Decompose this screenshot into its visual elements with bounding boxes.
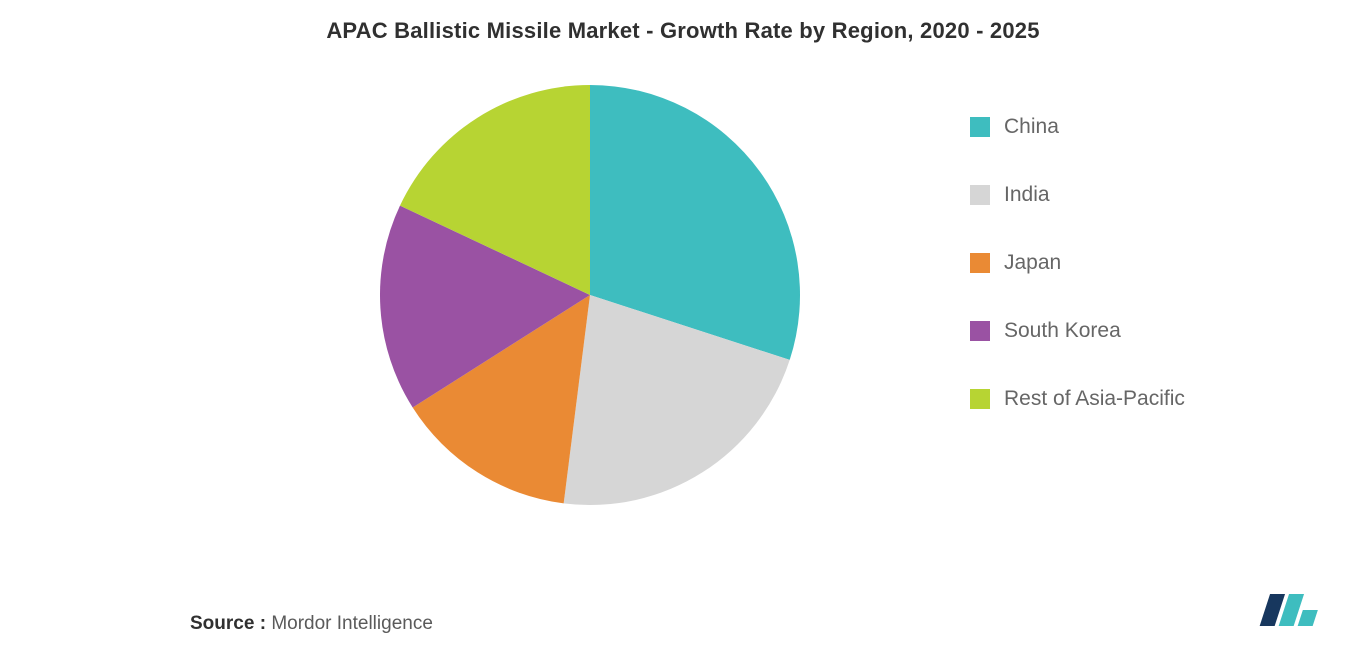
legend-swatch bbox=[970, 117, 990, 137]
legend-item: Japan bbox=[970, 251, 1185, 275]
source-citation: Source : Mordor Intelligence bbox=[190, 613, 433, 635]
source-label: Source : bbox=[190, 613, 266, 634]
legend-item: South Korea bbox=[970, 319, 1185, 343]
chart-title: APAC Ballistic Missile Market - Growth R… bbox=[0, 0, 1366, 44]
legend-label: South Korea bbox=[1004, 319, 1121, 343]
legend-item: China bbox=[970, 115, 1185, 139]
legend-label: Rest of Asia-Pacific bbox=[1004, 387, 1185, 411]
source-value: Mordor Intelligence bbox=[271, 613, 433, 634]
legend-swatch bbox=[970, 185, 990, 205]
pie-chart bbox=[380, 85, 800, 510]
legend-swatch bbox=[970, 389, 990, 409]
legend-item: India bbox=[970, 183, 1185, 207]
legend-item: Rest of Asia-Pacific bbox=[970, 387, 1185, 411]
legend-label: Japan bbox=[1004, 251, 1061, 275]
legend-swatch bbox=[970, 253, 990, 273]
chart-area: China India Japan South Korea Rest of Asia-P… bbox=[0, 55, 1366, 585]
legend-label: China bbox=[1004, 115, 1059, 139]
legend: China India Japan South Korea Rest of Asia-P… bbox=[970, 115, 1185, 411]
brand-logo bbox=[1254, 588, 1328, 637]
legend-label: India bbox=[1004, 183, 1050, 207]
legend-swatch bbox=[970, 321, 990, 341]
